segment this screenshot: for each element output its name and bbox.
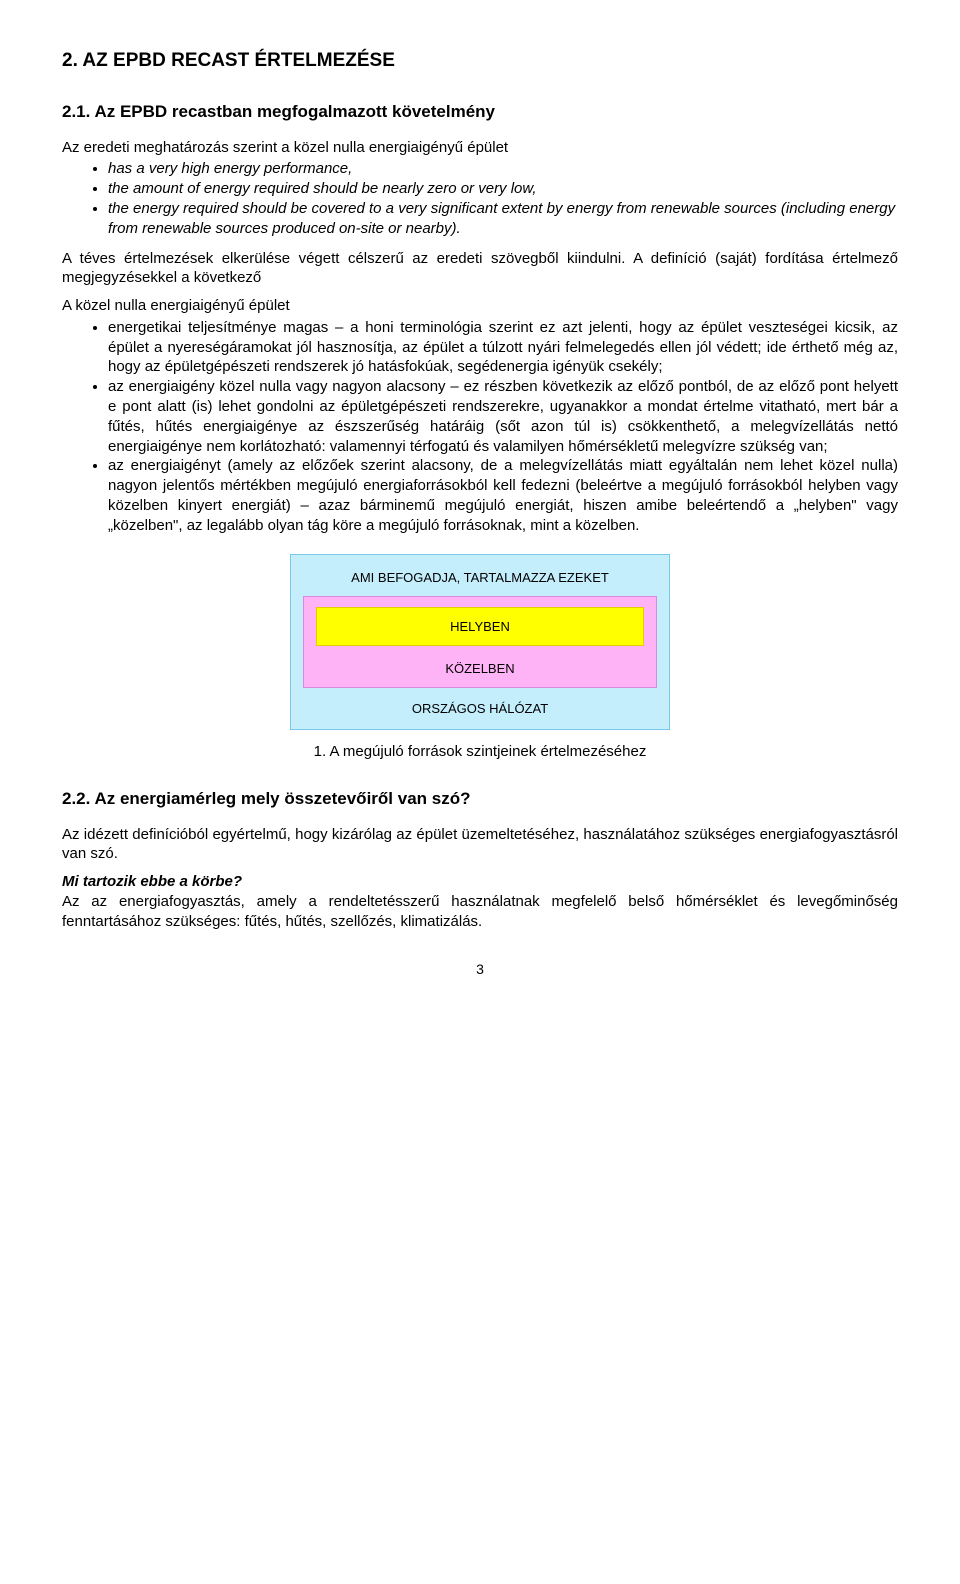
paragraph: Az idézett definícióból egyértelmű, hogy…: [62, 825, 898, 865]
diagram-inner-box: HELYBEN: [316, 607, 644, 646]
diagram-mid-label: KÖZELBEN: [316, 660, 644, 677]
quote-item: the energy required should be covered to…: [108, 199, 898, 239]
diagram-outer-label: AMI BEFOGADJA, TARTALMAZZA EZEKET: [303, 569, 657, 586]
body-bullet-list: energetikai teljesítménye magas – a honi…: [62, 318, 898, 536]
levels-diagram: AMI BEFOGADJA, TARTALMAZZA EZEKET HELYBE…: [290, 554, 670, 731]
paragraph: Az az energiafogyasztás, amely a rendelt…: [62, 892, 898, 932]
quote-item: has a very high energy performance,: [108, 159, 898, 179]
section-heading-2-1: 2.1. Az EPBD recastban megfogalmazott kö…: [62, 101, 898, 123]
quote-bullet-list: has a very high energy performance, the …: [62, 159, 898, 238]
body-item: az energiaigény közel nulla vagy nagyon …: [108, 377, 898, 456]
section-heading-2-2: 2.2. Az energiamérleg mely összetevőiről…: [62, 788, 898, 810]
diagram-mid-box: HELYBEN KÖZELBEN: [303, 596, 657, 688]
list-intro: A közel nulla energiaigényű épület: [62, 296, 898, 316]
intro-paragraph: Az eredeti meghatározás szerint a közel …: [62, 138, 898, 158]
question-label: Mi tartozik ebbe a körbe?: [62, 872, 898, 892]
page-number: 3: [62, 960, 898, 978]
page-heading: 2. AZ EPBD RECAST ÉRTELMEZÉSE: [62, 48, 898, 73]
body-item: az energiaigényt (amely az előzőek szeri…: [108, 456, 898, 535]
figure-caption: 1. A megújuló források szintjeinek értel…: [62, 742, 898, 762]
diagram-bottom-label: ORSZÁGOS HÁLÓZAT: [303, 700, 657, 717]
body-item: energetikai teljesítménye magas – a honi…: [108, 318, 898, 377]
quote-item: the amount of energy required should be …: [108, 179, 898, 199]
paragraph: A téves értelmezések elkerülése végett c…: [62, 249, 898, 289]
